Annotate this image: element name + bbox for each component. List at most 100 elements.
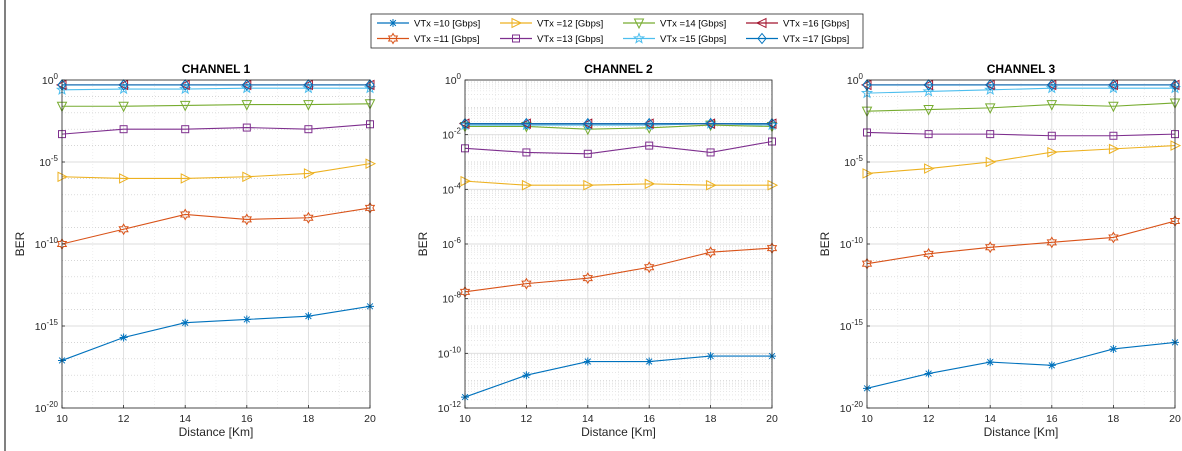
y-tick-base: 10 [442, 130, 454, 142]
x-tick-label: 12 [521, 413, 533, 425]
legend-marker [511, 17, 523, 29]
legend-entry: VTx =16 [Gbps] [746, 17, 849, 30]
data-point [985, 156, 997, 168]
data-point [582, 272, 593, 285]
data-point [118, 223, 129, 236]
legend-entry: VTx =15 [Gbps] [623, 32, 726, 45]
y-tick-exponent: -20 [46, 400, 58, 409]
x-axis-label: Distance [Km] [179, 425, 254, 439]
y-tick-exponent: -2 [454, 127, 462, 136]
series-line [61, 163, 371, 179]
y-tick-base: 10 [35, 239, 47, 251]
legend-label: VTx =16 [Gbps] [783, 19, 849, 30]
data-point [922, 85, 935, 97]
legend-entry: VTx =10 [Gbps] [377, 19, 480, 30]
data-point [583, 117, 593, 130]
y-tick-label: 10-5 [844, 154, 863, 169]
series-line [61, 87, 370, 91]
legend: VTx =10 [Gbps] VTx =11 [Gbps] VTx =12 [Gbp… [370, 13, 864, 49]
series-line [866, 131, 1176, 137]
x-tick-label: 20 [1169, 413, 1181, 425]
y-tick-base: 10 [840, 321, 852, 333]
y-tick-base: 10 [442, 184, 454, 196]
series-line [464, 247, 773, 293]
legend-marker [632, 32, 646, 44]
data-point [303, 79, 314, 91]
legend-entry: VTx =14 [Gbps] [623, 18, 726, 30]
y-axis-label: BER [13, 231, 27, 256]
x-tick-label: 14 [582, 413, 594, 425]
y-tick-label: 10-20 [35, 400, 59, 415]
legend-label: VTx =13 [Gbps] [537, 34, 603, 45]
data-point [1170, 140, 1182, 151]
data-point [181, 125, 190, 134]
data-point [923, 247, 934, 260]
x-tick-label: 12 [118, 413, 130, 425]
y-axis-label: BER [416, 231, 430, 256]
chart-panel-2: 10 12 14 16 18 2010010-210-410-610-810-1010-1… [416, 62, 779, 439]
data-point [365, 158, 377, 169]
data-point [1108, 79, 1119, 91]
data-point [1047, 361, 1056, 370]
data-point [242, 315, 251, 324]
data-point [119, 125, 128, 134]
y-tick-label: 10-6 [442, 236, 461, 251]
x-axis-label: Distance [Km] [984, 425, 1059, 439]
y-tick-exponent: -4 [454, 181, 462, 190]
series-line [866, 220, 1176, 265]
data-point [521, 117, 532, 130]
data-point [242, 123, 251, 132]
data-point [985, 241, 996, 254]
ticks: 10 12 14 16 18 2010010-210-410-610-810-1010-1… [438, 72, 778, 425]
x-tick-label: 14 [179, 413, 191, 425]
y-tick-exponent: 0 [859, 72, 864, 81]
series [56, 99, 376, 113]
y-tick-exponent: -8 [454, 291, 462, 300]
data-point [583, 149, 592, 158]
series-line [866, 87, 1175, 94]
data-point [923, 105, 934, 116]
legend-label: VTx =10 [Gbps] [414, 19, 480, 30]
series-line [464, 140, 773, 155]
data-point [119, 173, 130, 184]
data-point [984, 103, 996, 114]
data-point [180, 79, 190, 91]
series-line [866, 145, 1176, 175]
chart-title: CHANNEL 2 [584, 62, 653, 76]
data-point [242, 171, 253, 183]
data-point [705, 246, 716, 259]
data-point [180, 173, 192, 184]
y-tick-label: 10-4 [442, 181, 461, 196]
data-point [303, 211, 314, 224]
data-point [242, 79, 252, 91]
y-tick-label: 10-5 [39, 154, 58, 169]
data-point [1108, 143, 1120, 155]
data-point [923, 79, 934, 91]
chart-title: CHANNEL 1 [182, 62, 251, 76]
y-tick-base: 10 [442, 294, 454, 306]
y-tick-base: 10 [42, 75, 54, 87]
data-point [986, 358, 995, 367]
x-tick-label: 14 [984, 413, 996, 425]
data-point [862, 168, 874, 179]
y-tick-label: 10-8 [442, 291, 461, 306]
y-tick-exponent: -5 [856, 154, 864, 163]
chart-panel-3: 10 12 14 16 18 2010010-510-1010-1510-20CHANNE… [818, 62, 1182, 439]
legend-label: VTx =14 [Gbps] [660, 19, 726, 30]
data-point [521, 277, 532, 290]
data-point [1047, 131, 1056, 140]
y-tick-label: 10-12 [438, 400, 462, 415]
x-tick-label: 16 [643, 413, 655, 425]
series [460, 175, 779, 191]
data-point [460, 175, 472, 187]
y-tick-exponent: -10 [449, 345, 461, 354]
series-line [866, 102, 1176, 112]
data-point [118, 79, 129, 91]
series-line [62, 103, 371, 107]
series [57, 158, 377, 184]
data-point [645, 357, 654, 366]
data-point [706, 148, 715, 157]
data-point [924, 130, 933, 139]
data-point [179, 100, 191, 112]
y-tick-label: 100 [445, 72, 462, 87]
